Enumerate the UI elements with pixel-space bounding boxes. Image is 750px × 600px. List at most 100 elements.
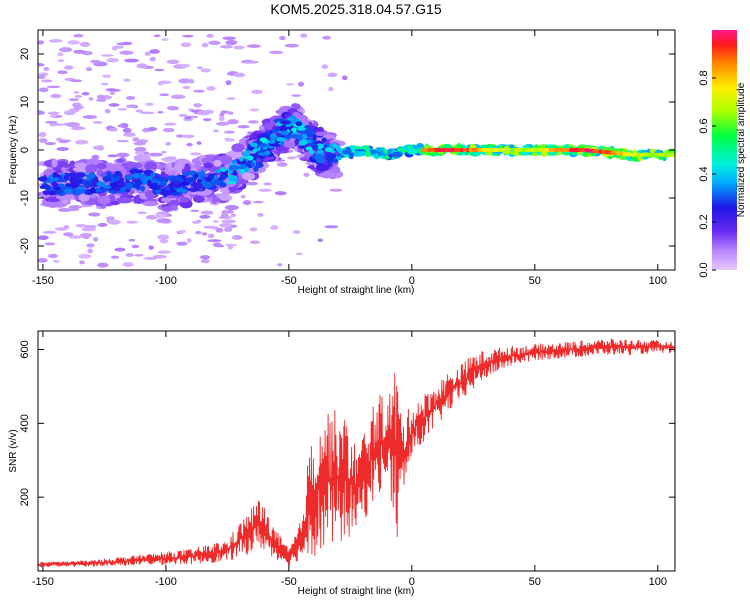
ridge-core-cell [354, 145, 362, 150]
noise-cell [148, 245, 154, 250]
noise-cell [227, 119, 239, 125]
ridge-core-cell [246, 155, 254, 161]
ridge-halo-cell [241, 172, 256, 181]
noise-cell [65, 122, 80, 128]
noise-cell [196, 141, 202, 145]
noise-cell [321, 64, 328, 69]
noise-cell [100, 82, 109, 86]
noise-cell [176, 241, 188, 246]
noise-cell [245, 60, 259, 64]
noise-cell [206, 33, 214, 38]
noise-cell [133, 141, 147, 146]
noise-cell [139, 111, 155, 115]
ridge-halo-cell [47, 202, 60, 208]
noise-cell [237, 124, 250, 129]
noise-cell [57, 70, 68, 75]
ridge-core-cell [42, 190, 50, 196]
noise-cell [97, 222, 108, 227]
ridge-halo-cell [133, 154, 151, 162]
ridge-core-cell [237, 165, 247, 170]
ridge-core-cell [106, 174, 118, 179]
noise-cell [246, 44, 262, 48]
noise-cell [197, 66, 203, 70]
ridge-core-cell [48, 190, 56, 195]
noise-cell [81, 234, 91, 240]
noise-cell [178, 78, 191, 84]
noise-cell [83, 225, 98, 228]
noise-cell [215, 121, 230, 126]
noise-cell [224, 137, 232, 141]
colorbar-tick-label: 0.4 [698, 166, 710, 181]
ridge-core-cell [159, 190, 171, 196]
noise-cell [47, 253, 58, 259]
noise-cell [166, 105, 180, 111]
ridge-core-cell [249, 142, 258, 148]
x-tick-label: 50 [529, 275, 541, 287]
ridge-core-cell [99, 188, 107, 193]
ridge-core-cell [52, 172, 59, 179]
x-tick-label: -50 [281, 275, 297, 287]
x-tick-label: -100 [155, 275, 177, 287]
noise-cell [44, 242, 56, 246]
noise-cell [295, 252, 303, 256]
noise-cell [263, 182, 272, 186]
noise-cell [53, 260, 60, 263]
ridge-core-cell [148, 184, 159, 190]
ridge-core-cell [150, 172, 156, 178]
noise-cell [46, 85, 61, 89]
ridge-core-cell [94, 187, 101, 193]
noise-cell [203, 225, 217, 229]
noise-cell [142, 127, 149, 133]
noise-cell [44, 121, 58, 124]
ridge-peak-cell [669, 152, 675, 157]
ridge-halo-cell [142, 200, 159, 207]
ridge-core-cell [52, 182, 58, 189]
noise-cell [74, 94, 83, 98]
noise-cell [87, 248, 93, 254]
noise-cell [224, 243, 237, 247]
noise-cell [224, 227, 233, 232]
noise-cell [233, 72, 246, 78]
ridge-core-cell [305, 146, 313, 151]
ridge-core-cell [269, 139, 276, 144]
ridge-core-cell [228, 164, 240, 171]
noise-cell [200, 68, 212, 73]
noise-cell [240, 195, 246, 199]
noise-cell [43, 67, 50, 72]
ridge-core-cell [391, 151, 403, 158]
ridge-core-cell [213, 174, 219, 180]
ridge-core-cell [89, 186, 96, 194]
ridge-core-cell [188, 187, 199, 192]
noise-cell [226, 97, 236, 101]
noise-cell [104, 108, 111, 114]
noise-cell [56, 147, 69, 151]
ridge-core-cell [196, 178, 202, 184]
ridge-core-cell [276, 127, 280, 132]
ridge-halo-cell [218, 155, 233, 165]
ridge-core-cell [348, 152, 354, 160]
noise-cell [268, 50, 284, 55]
noise-cell [227, 209, 234, 214]
ridge-core-cell [269, 133, 278, 140]
ridge-core-cell [185, 177, 196, 184]
noise-cell [342, 75, 348, 81]
ridge-core-cell [76, 188, 86, 194]
noise-cell [284, 43, 299, 48]
noise-cell [180, 63, 191, 68]
noise-cell [88, 97, 94, 101]
noise-cell [92, 120, 103, 124]
noise-cell [225, 80, 232, 86]
x-tick-label: 100 [649, 576, 667, 588]
noise-cell [178, 113, 188, 117]
ridge-core-cell [52, 189, 64, 195]
noise-cell [157, 234, 170, 240]
ridge-core-cell [179, 181, 190, 186]
noise-cell [220, 213, 229, 219]
ridge-core-cell [407, 148, 418, 155]
noise-cell [128, 238, 136, 242]
noise-cell [207, 233, 215, 239]
noise-cell [48, 39, 63, 43]
ridge-core-cell [232, 170, 238, 176]
noise-cell [215, 227, 224, 233]
noise-cell [95, 98, 107, 102]
